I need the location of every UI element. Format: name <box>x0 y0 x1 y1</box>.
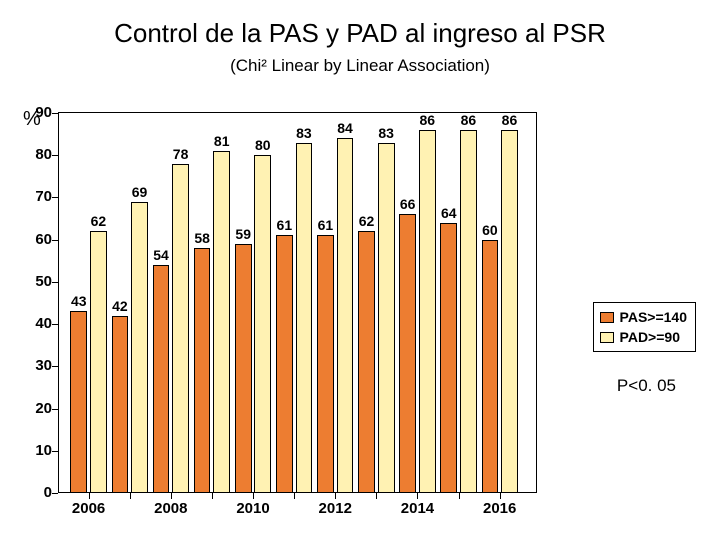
bar-value-label: 86 <box>419 112 435 128</box>
bar-value-label: 59 <box>235 226 251 242</box>
y-tick-label: 30 <box>12 357 52 374</box>
bar <box>131 202 148 493</box>
bar <box>378 143 395 493</box>
chart-subtitle: (Chi² Linear by Linear Association) <box>0 56 720 76</box>
bar-value-label: 83 <box>296 125 312 141</box>
y-tick-label: 20 <box>12 400 52 417</box>
y-tick-label: 10 <box>12 442 52 459</box>
legend-label: PAD>=90 <box>620 329 680 345</box>
x-tick <box>294 493 295 499</box>
x-tick-label: 2006 <box>72 500 105 517</box>
bar <box>482 240 499 493</box>
bar-value-label: 80 <box>255 137 271 153</box>
y-tick <box>52 282 58 283</box>
y-tick <box>52 409 58 410</box>
y-tick-label: 60 <box>12 231 52 248</box>
bar-value-label: 62 <box>91 213 107 229</box>
bar <box>358 231 375 493</box>
x-tick <box>171 493 172 499</box>
x-tick <box>376 493 377 499</box>
x-tick-label: 2014 <box>401 500 434 517</box>
y-axis <box>58 113 59 493</box>
legend-swatch <box>600 312 614 323</box>
x-tick <box>417 493 418 499</box>
bar <box>172 164 189 493</box>
y-tick <box>52 451 58 452</box>
y-tick-label: 90 <box>12 104 52 121</box>
x-tick-label: 2016 <box>483 500 516 517</box>
x-tick <box>253 493 254 499</box>
x-tick <box>89 493 90 499</box>
y-tick <box>52 197 58 198</box>
bar-value-label: 64 <box>441 205 457 221</box>
x-tick-label: 2012 <box>319 500 352 517</box>
bar-value-label: 61 <box>277 217 293 233</box>
x-tick <box>335 493 336 499</box>
bar <box>112 316 129 493</box>
bar-value-label: 66 <box>400 196 416 212</box>
legend-item: PAD>=90 <box>600 327 687 347</box>
y-tick-label: 50 <box>12 273 52 290</box>
bar-value-label: 61 <box>318 217 334 233</box>
bar <box>213 151 230 493</box>
bar <box>70 311 87 493</box>
y-tick-label: 70 <box>12 188 52 205</box>
bar-value-label: 42 <box>112 298 128 314</box>
x-tick <box>459 493 460 499</box>
p-value: P<0. 05 <box>617 376 676 396</box>
bar <box>276 235 293 493</box>
y-tick <box>52 240 58 241</box>
bar-value-label: 60 <box>482 222 498 238</box>
bar <box>90 231 107 493</box>
y-tick <box>52 324 58 325</box>
bar-value-label: 84 <box>337 120 353 136</box>
bar-value-label: 86 <box>502 112 518 128</box>
bar <box>296 143 313 493</box>
bar-value-label: 83 <box>378 125 394 141</box>
bar-value-label: 78 <box>173 146 189 162</box>
legend-label: PAS>=140 <box>620 309 687 325</box>
bar <box>153 265 170 493</box>
y-tick-label: 40 <box>12 315 52 332</box>
y-tick-label: 80 <box>12 146 52 163</box>
chart-plot-area: 0102030405060708090436220064269547820085… <box>58 112 537 493</box>
bar <box>501 130 518 493</box>
bar-value-label: 54 <box>153 247 169 263</box>
bar-value-label: 69 <box>132 184 148 200</box>
x-tick-label: 2010 <box>236 500 269 517</box>
bar-value-label: 86 <box>461 112 477 128</box>
bar <box>337 138 354 493</box>
x-tick <box>130 493 131 499</box>
chart-title: Control de la PAS y PAD al ingreso al PS… <box>0 18 720 49</box>
x-tick <box>212 493 213 499</box>
bar <box>317 235 334 493</box>
bar <box>419 130 436 493</box>
legend-swatch <box>600 332 614 343</box>
bar-value-label: 58 <box>194 230 210 246</box>
legend-item: PAS>=140 <box>600 307 687 327</box>
bar-value-label: 43 <box>71 293 87 309</box>
bar-value-label: 81 <box>214 133 230 149</box>
bar <box>460 130 477 493</box>
bar <box>235 244 252 493</box>
x-tick-label: 2008 <box>154 500 187 517</box>
bar-value-label: 62 <box>359 213 375 229</box>
y-tick <box>52 113 58 114</box>
y-tick <box>52 493 58 494</box>
y-tick <box>52 366 58 367</box>
y-tick <box>52 155 58 156</box>
y-tick-label: 0 <box>12 484 52 501</box>
bar <box>254 155 271 493</box>
bar <box>399 214 416 493</box>
bar <box>440 223 457 493</box>
bar <box>194 248 211 493</box>
legend: PAS>=140 PAD>=90 <box>593 302 696 352</box>
x-tick <box>500 493 501 499</box>
